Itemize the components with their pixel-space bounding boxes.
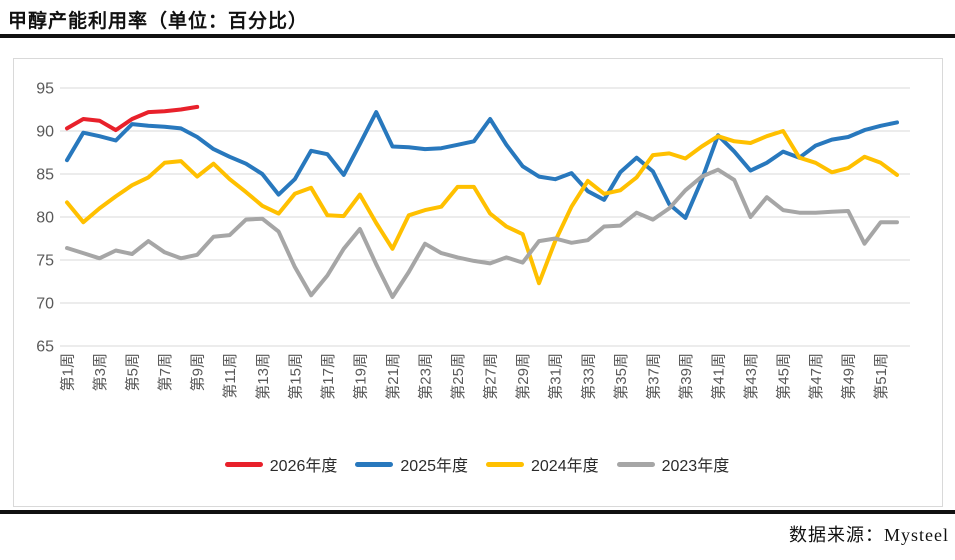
x-tick-label: 第1周 (59, 353, 77, 391)
legend-label: 2025年度 (400, 458, 468, 475)
x-tick-label: 第41周 (709, 353, 727, 400)
page-title: 甲醇产能利用率（单位：百分比） (8, 11, 309, 32)
legend-label: 2023年度 (661, 458, 730, 475)
x-tick-label: 第45周 (775, 353, 793, 400)
legend-marker (224, 461, 263, 467)
y-axis-ticks: 65 70 75 80 85 90 95 (36, 81, 54, 356)
legend-marker (486, 461, 524, 467)
x-tick-label: 第25周 (449, 353, 467, 400)
x-tick-label: 第23周 (417, 353, 435, 400)
top-rule (0, 34, 955, 38)
x-tick-label: 第31周 (547, 353, 565, 400)
legend-label: 2026年度 (269, 458, 338, 475)
x-tick-label: 第37周 (644, 353, 662, 400)
x-tick-label: 第35周 (612, 353, 630, 400)
x-axis-ticks: 第1周 第3周 第5周 第7周 第9周 第11周 第13周 第15周 第17周 第19周 第21周第… (59, 353, 891, 400)
legend-item-2025年度: 2025年度 (355, 452, 468, 476)
y-tick-label: 95 (36, 81, 54, 98)
x-tick-label: 第33周 (579, 353, 597, 400)
x-tick-label: 第5周 (124, 353, 142, 391)
y-tick-label: 80 (36, 210, 54, 227)
x-tick-label: 第49周 (840, 353, 858, 400)
series-line-2025年度 (65, 110, 899, 220)
gridlines (60, 87, 910, 347)
x-tick-label: 第17周 (319, 353, 337, 400)
y-tick-label: 90 (36, 124, 54, 141)
y-tick-label: 85 (36, 167, 54, 184)
legend-item-2026年度: 2026年度 (224, 452, 338, 476)
x-tick-label: 第39周 (677, 353, 695, 400)
x-tick-label: 第27周 (482, 353, 500, 400)
series-line-2024年度 (65, 129, 899, 286)
legend-marker (355, 461, 394, 467)
y-tick-label: 75 (36, 253, 54, 270)
x-tick-label: 第3周 (91, 353, 109, 391)
x-tick-label: 第11周 (221, 353, 239, 399)
series-line-2026年度 (65, 104, 200, 133)
x-tick-label: 第19周 (351, 353, 369, 400)
x-tick-label: 第43周 (742, 353, 760, 400)
legend-label: 2024年度 (531, 458, 599, 475)
x-tick-label: 第29周 (514, 353, 532, 400)
legend: 2026年度 2025年度 2024年度 2023年度 (13, 452, 941, 476)
bottom-rule (0, 510, 955, 514)
legend-marker (616, 461, 655, 467)
x-tick-label: 第13周 (254, 353, 272, 400)
y-tick-label: 70 (36, 296, 54, 313)
x-tick-label: 第15周 (286, 353, 304, 400)
legend-item-2023年度: 2023年度 (616, 452, 730, 476)
y-tick-label: 65 (36, 339, 54, 356)
x-tick-label: 第9周 (189, 353, 207, 391)
data-source: 数据来源：Mysteel (789, 525, 949, 545)
x-tick-label: 第21周 (384, 353, 402, 400)
x-tick-label: 第51周 (872, 353, 890, 400)
x-tick-label: 第7周 (156, 353, 174, 391)
legend-item-2024年度: 2024年度 (486, 452, 599, 476)
x-tick-label: 第47周 (807, 353, 825, 400)
series-line-2023年度 (65, 167, 899, 299)
